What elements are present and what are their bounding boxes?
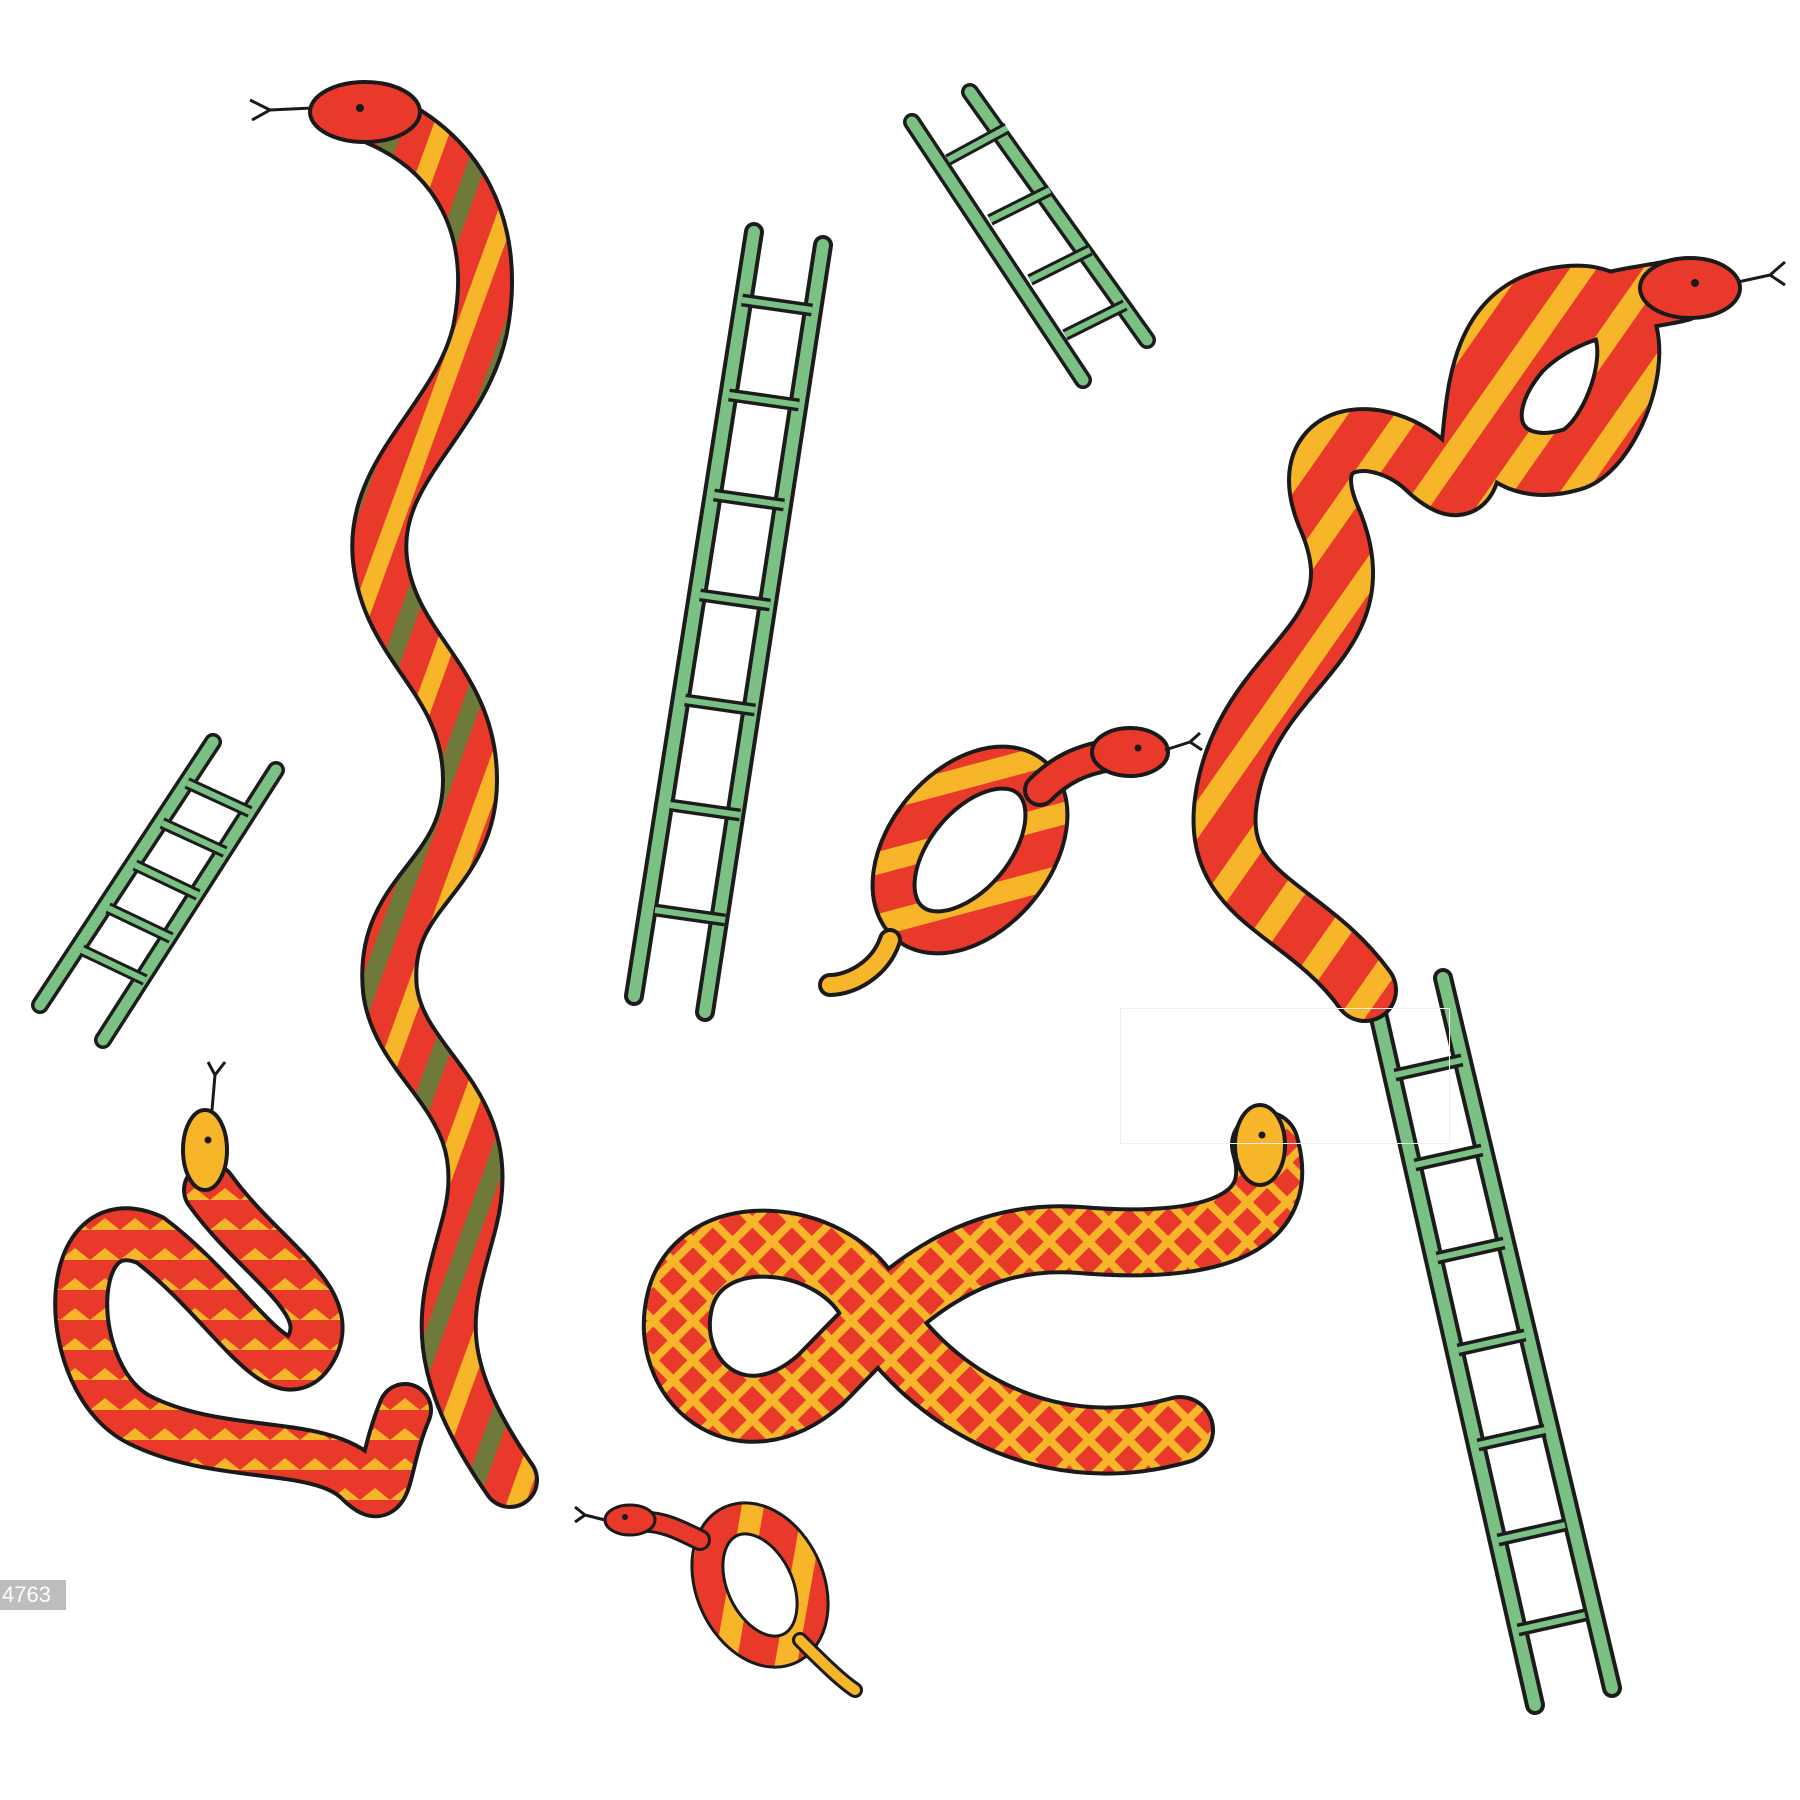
ladder-top-diagonal: [903, 83, 1156, 389]
watermark-id: 4763: [0, 1580, 66, 1610]
ladder-center-tall: [624, 222, 833, 1022]
snake-coiled-center: [818, 726, 1203, 997]
ladder-right-long: [1365, 968, 1622, 1715]
snake-small-bottom: [574, 1501, 863, 1698]
faint-background-rect: [1120, 1008, 1450, 1144]
ladder-left-small: [31, 733, 285, 1049]
snake-figure-eight: [641, 1103, 1305, 1476]
snake-long-left: [249, 80, 539, 1509]
snake-top-right: [1191, 256, 1786, 1023]
snake-bottom-left: [53, 1061, 433, 1518]
